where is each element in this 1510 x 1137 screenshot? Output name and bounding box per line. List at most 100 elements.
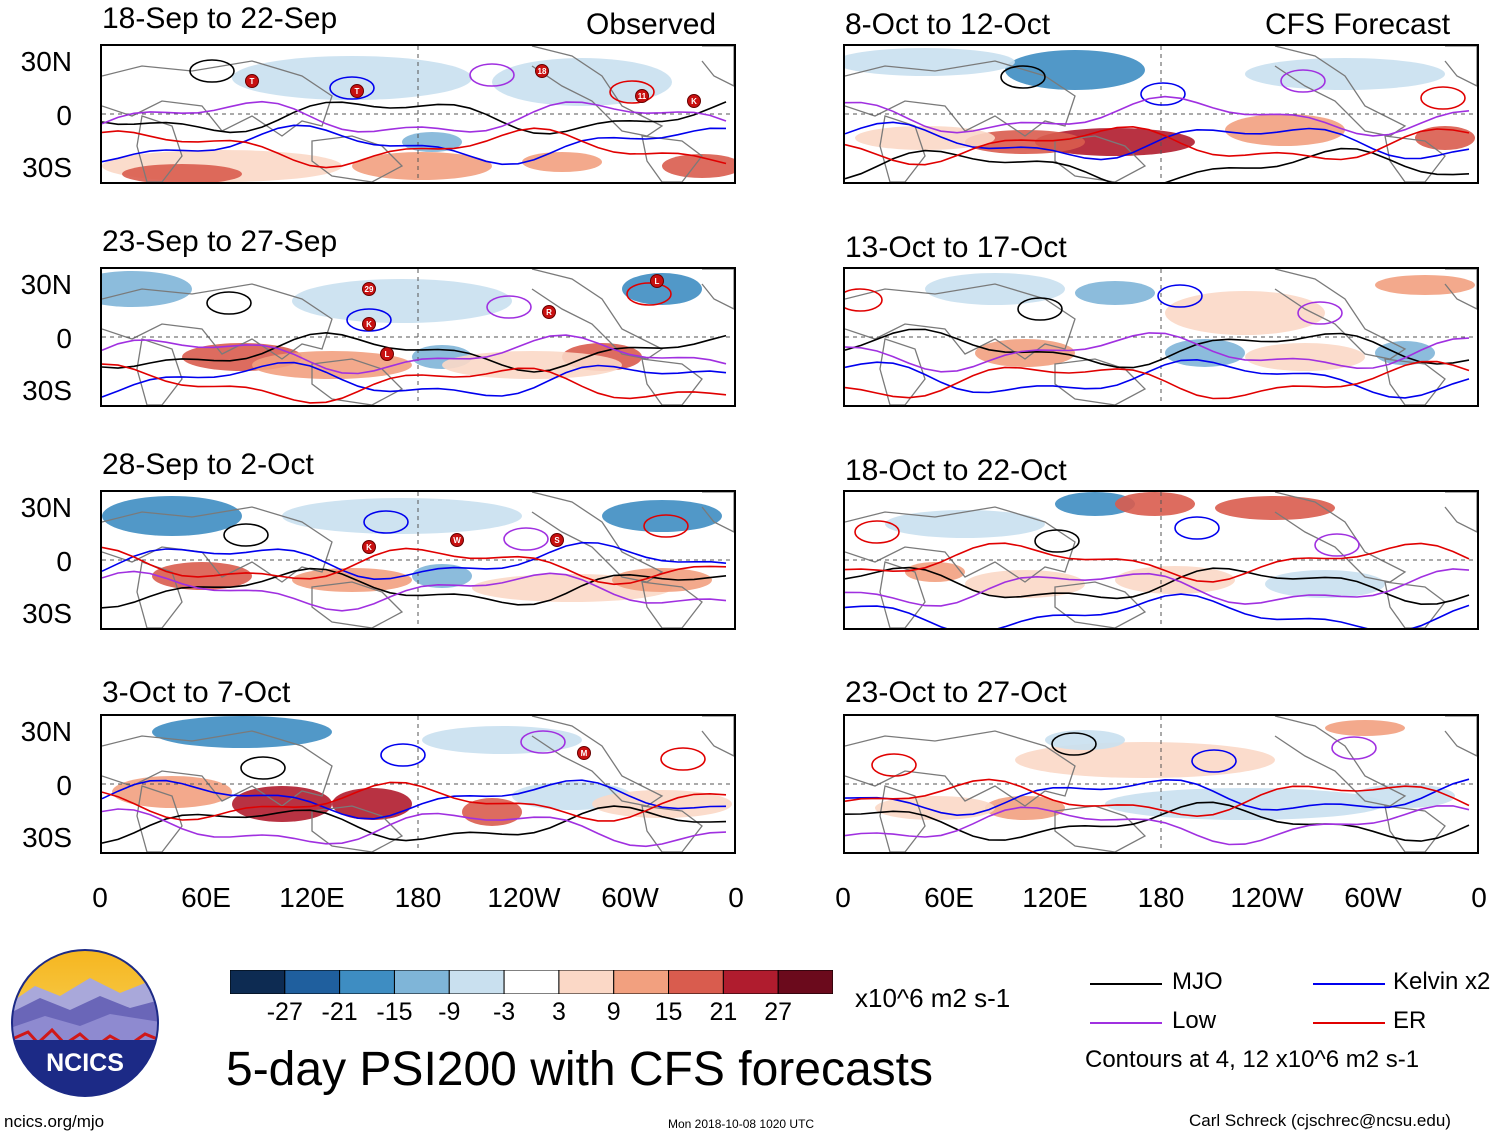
colorbar-tick: -15 <box>376 998 413 1026</box>
map-panel <box>843 267 1479 407</box>
anomaly-shading <box>152 716 332 748</box>
cyclone-label: 11 <box>638 92 647 101</box>
contour-line <box>845 542 1470 583</box>
contour-ring <box>660 747 706 771</box>
coastline <box>701 269 734 310</box>
contour-line <box>845 332 1470 373</box>
anomaly-shading <box>1245 58 1445 90</box>
lat-label: 0 <box>56 100 72 131</box>
anomaly-shading <box>662 154 734 178</box>
footer-timestamp: Mon 2018-10-08 1020 UTC <box>668 1117 815 1131</box>
colorbar-tick: 9 <box>606 998 621 1026</box>
coastline <box>136 785 183 852</box>
contour-line <box>845 593 1470 628</box>
contour-line <box>102 124 727 166</box>
contour-ring <box>1140 82 1186 106</box>
cyclone-label: 29 <box>365 285 374 294</box>
main-title: 5-day PSI200 with CFS forecasts <box>226 1043 933 1096</box>
colorbar-tick: -27 <box>266 998 303 1026</box>
coastline <box>1274 46 1407 137</box>
lat-label: 30N <box>20 492 72 523</box>
lat-label: 30S <box>22 152 72 183</box>
anomaly-shading <box>1165 291 1325 335</box>
observed-label: Observed <box>586 8 717 41</box>
coastline <box>102 730 333 807</box>
lat-label: 30S <box>22 375 72 406</box>
panel-title: 28-Sep to 2-Oct <box>102 448 314 481</box>
colorbar-swatch <box>613 969 670 995</box>
contour-ring <box>206 291 252 315</box>
anomaly-shading <box>845 48 1015 76</box>
coastline <box>311 805 404 852</box>
contour-ring <box>223 523 269 547</box>
coastline <box>531 46 664 137</box>
cyclone-label: W <box>453 536 461 545</box>
coastline <box>641 135 703 182</box>
lon-label: 60E <box>924 882 974 913</box>
lon-label: 180 <box>1137 882 1185 913</box>
cyclone-marker: R <box>542 305 556 319</box>
contour-ring <box>1280 69 1326 93</box>
contour-ring <box>1314 533 1360 557</box>
anomaly-shading <box>1225 114 1345 146</box>
anomaly-shading <box>442 351 622 379</box>
anomaly-shading <box>332 788 412 820</box>
footer-credit: Carl Schreck (cjschrec@ncsu.edu) <box>1189 1111 1451 1130</box>
contour-line <box>102 127 727 169</box>
colorbar-swatch <box>558 969 615 995</box>
colorbar-swatch <box>668 969 724 995</box>
contour-ring <box>626 282 672 306</box>
contour-ring <box>1191 749 1237 773</box>
lon-label: 60E <box>181 882 231 913</box>
anomaly-shading <box>522 152 602 172</box>
coastline <box>1054 805 1147 852</box>
anomaly-shading <box>602 500 722 532</box>
coastline <box>1274 716 1407 807</box>
colorbar-swatch <box>448 969 505 995</box>
contour-line <box>845 778 1470 817</box>
contour-ring <box>845 288 883 312</box>
cyclone-marker: M <box>577 746 591 760</box>
coastline <box>701 46 734 87</box>
contour-ring <box>1331 736 1377 760</box>
coastline <box>701 492 734 533</box>
anomaly-shading <box>885 510 1045 538</box>
anomaly-shading <box>622 273 702 305</box>
anomaly-shading <box>1055 492 1135 516</box>
lat-label: 0 <box>56 770 72 801</box>
cyclone-marker: L <box>380 347 394 361</box>
coastline <box>845 730 1076 807</box>
anomaly-shading <box>1375 275 1475 295</box>
contour-line <box>102 541 727 581</box>
contour-line <box>845 147 1470 182</box>
contour-line <box>102 808 727 848</box>
contour-note: Contours at 4, 12 x10^6 m2 s-1 <box>1085 1046 1420 1073</box>
lon-label: 180 <box>394 882 442 913</box>
anomaly-shading <box>402 132 462 152</box>
lon-label: 0 <box>728 882 744 913</box>
anomaly-shading <box>282 498 522 534</box>
cyclone-marker: T <box>350 84 364 98</box>
anomaly-shading <box>102 496 242 536</box>
cyclone-marker: W <box>450 533 464 547</box>
cyclone-marker: 11 <box>635 89 649 103</box>
contour-ring <box>1017 297 1063 321</box>
cyclone-marker: K <box>687 94 701 108</box>
cyclone-marker: 18 <box>535 64 549 78</box>
panel-title: 13-Oct to 17-Oct <box>845 231 1067 264</box>
coastline <box>845 60 1076 137</box>
anomaly-shading <box>975 339 1075 367</box>
contour-ring <box>380 743 426 767</box>
contour-ring <box>503 527 549 551</box>
coastline <box>1274 492 1407 583</box>
coastline <box>879 785 926 852</box>
coastline <box>879 338 926 405</box>
legend-swatch-kelvin <box>1313 983 1385 985</box>
logo-text: NCICS <box>46 1049 124 1077</box>
colorbar-swatch <box>229 969 286 995</box>
lon-label: 120E <box>1022 882 1088 913</box>
legend-label-er: ER <box>1393 1007 1427 1034</box>
coastline <box>641 581 703 628</box>
contour-line <box>845 121 1470 161</box>
